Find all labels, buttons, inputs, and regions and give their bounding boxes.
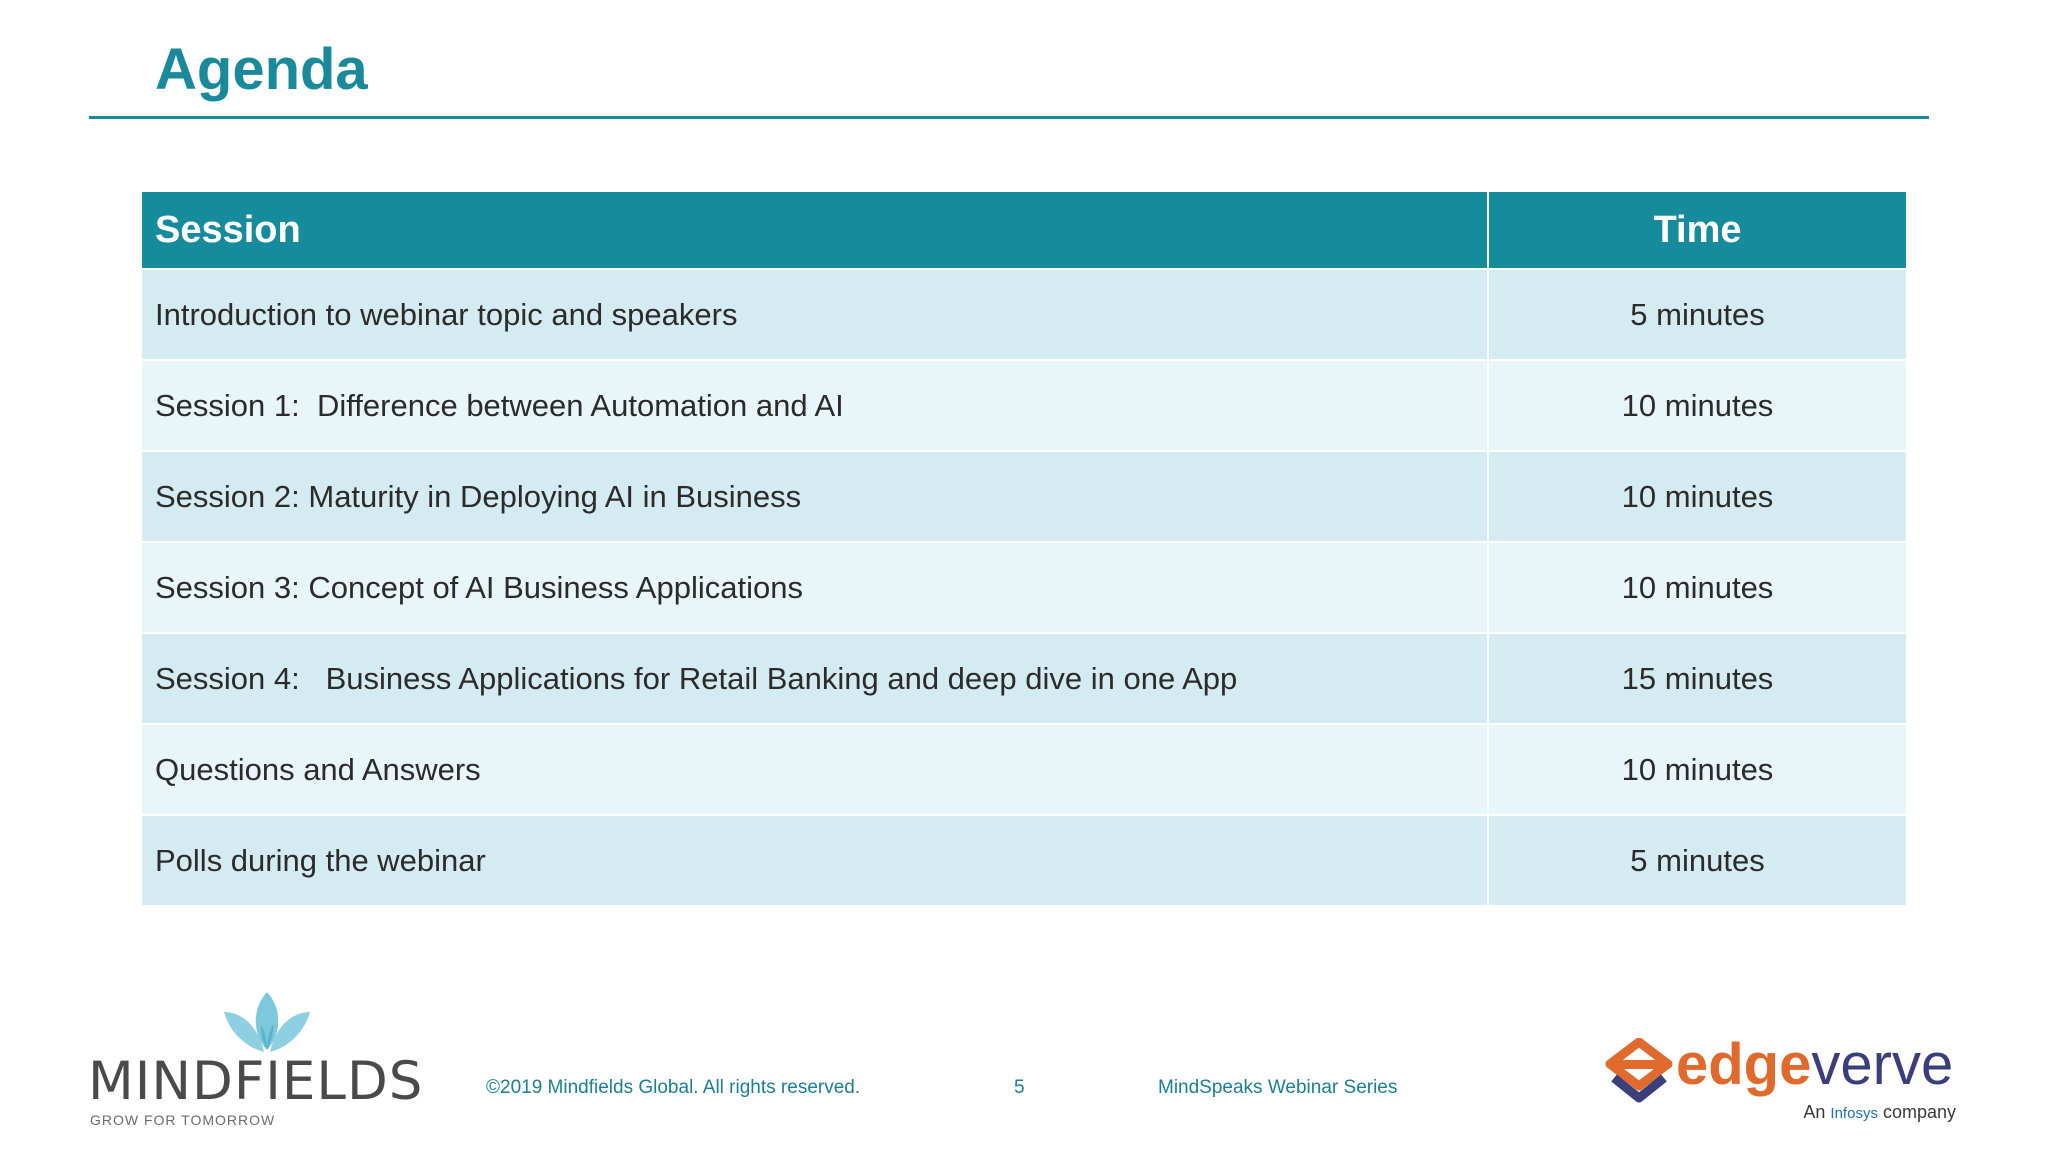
edgeverve-verve-text: verve <box>1811 1032 1954 1097</box>
series-title: MindSpeaks Webinar Series <box>1158 1077 1398 1098</box>
column-header-session: Session <box>142 192 1489 269</box>
session-cell: Introduction to webinar topic and speake… <box>142 268 1489 360</box>
mindfields-tagline: GROW FOR TOMORROW <box>90 1112 276 1128</box>
session-cell: Session 1: Difference between Automation… <box>142 359 1489 451</box>
table-row: Session 4: Business Applications for Ret… <box>142 632 1906 724</box>
title-divider <box>89 116 1929 119</box>
infosys-text: Infosys <box>1830 1105 1878 1122</box>
copyright-text: ©2019 Mindfields Global. All rights rese… <box>486 1077 861 1098</box>
page-number: 5 <box>1014 1077 1025 1098</box>
table-row: Polls during the webinar 5 minutes <box>142 814 1906 905</box>
edgeverve-subline: An Infosys company <box>1803 1102 1956 1123</box>
session-cell: Questions and Answers <box>142 723 1489 815</box>
time-cell: 5 minutes <box>1488 814 1906 905</box>
mindfields-wordmark: MINDFIELDS <box>88 1051 424 1112</box>
time-cell: 10 minutes <box>1488 541 1906 633</box>
session-cell: Session 4: Business Applications for Ret… <box>142 632 1489 724</box>
edgeverve-sub-suffix: company <box>1877 1102 1956 1122</box>
mindfields-logo: MINDFIELDS GROW FOR TOMORROW <box>86 990 422 1130</box>
edgeverve-wordmark: edgeverve <box>1676 1030 1953 1100</box>
time-cell: 10 minutes <box>1488 359 1906 451</box>
table-header-row: Session Time <box>142 192 1906 269</box>
table-row: Questions and Answers 10 minutes <box>142 723 1906 815</box>
edgeverve-sub-prefix: An <box>1803 1102 1831 1122</box>
table-row: Session 2: Maturity in Deploying AI in B… <box>142 450 1906 542</box>
edgeverve-edge-text: edge <box>1676 1032 1812 1097</box>
session-cell: Polls during the webinar <box>142 814 1489 905</box>
page-title: Agenda <box>155 37 368 102</box>
table-row: Introduction to webinar topic and speake… <box>142 268 1906 360</box>
agenda-table: Session Time Introduction to webinar top… <box>142 192 1906 905</box>
time-cell: 5 minutes <box>1488 268 1906 360</box>
edgeverve-logo: edgeverve An Infosys company <box>1604 1032 1964 1126</box>
table-row: Session 1: Difference between Automation… <box>142 359 1906 451</box>
time-cell: 15 minutes <box>1488 632 1906 724</box>
lotus-icon <box>224 992 310 1052</box>
session-cell: Session 2: Maturity in Deploying AI in B… <box>142 450 1489 542</box>
edgeverve-icon <box>1605 1038 1673 1103</box>
table-row: Session 3: Concept of AI Business Applic… <box>142 541 1906 633</box>
time-cell: 10 minutes <box>1488 450 1906 542</box>
column-header-time: Time <box>1488 192 1906 269</box>
session-cell: Session 3: Concept of AI Business Applic… <box>142 541 1489 633</box>
time-cell: 10 minutes <box>1488 723 1906 815</box>
